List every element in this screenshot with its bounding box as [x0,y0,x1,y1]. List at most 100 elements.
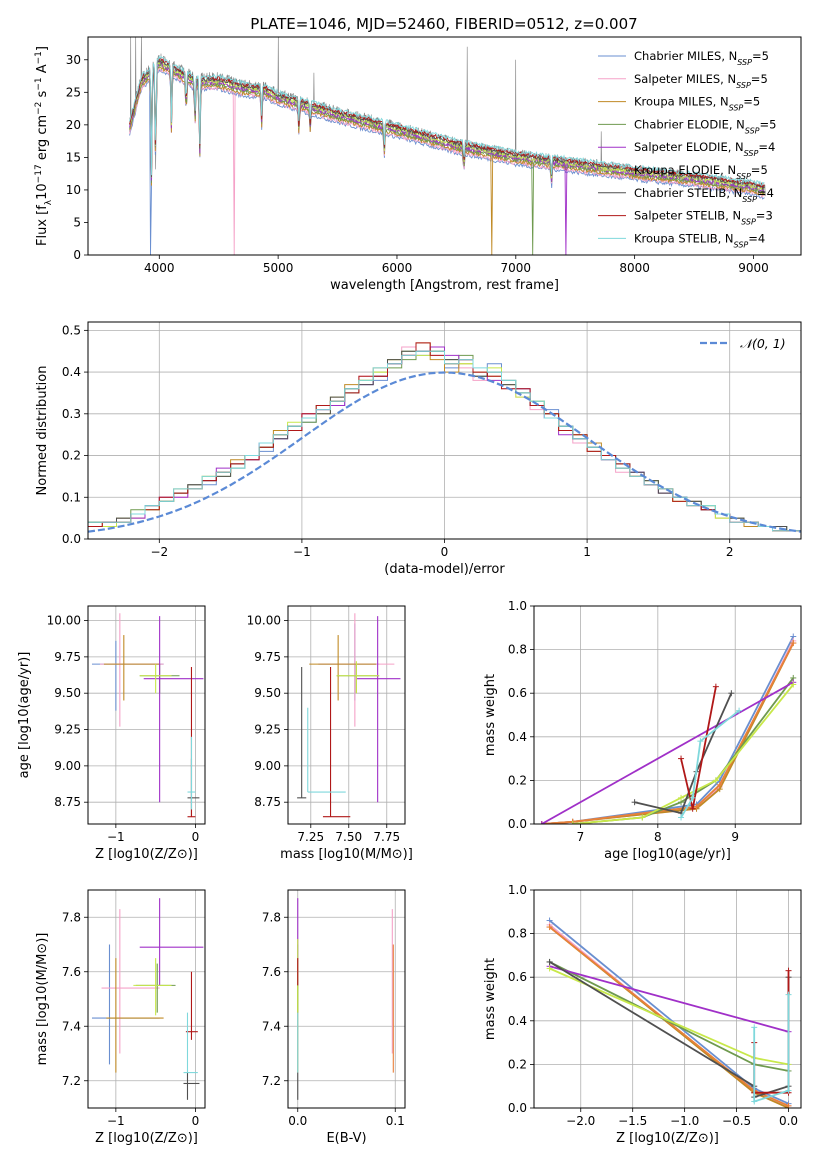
y-axis-label-part: −1 [34,51,44,64]
x-tick-label: −2 [150,545,168,559]
x-tick-label: 2 [726,545,734,559]
legend-n-value: 5 [760,163,767,177]
y-tick-label: 0.0 [62,532,81,546]
y-tick-label: 7.2 [62,1074,81,1088]
legend-label: Chabrier MILES [634,49,721,63]
y-axis-label: mass [log10(M/M⊙)] [35,933,50,1066]
x-tick-label: 0.1 [386,1114,405,1128]
y-axis-label-part: −17 [34,164,44,183]
y-tick-label: 7.8 [62,910,81,924]
y-tick-label: 8.75 [254,795,281,809]
legend-entry-6: Chabrier STELIB, NSSP=4 [634,186,774,204]
plot-area [546,917,792,1108]
x-tick-label: 1 [583,545,591,559]
y-tick-label: 0.4 [508,1014,527,1028]
y-tick-label: 0.2 [508,1057,527,1071]
legend-n-sub: SSP [736,80,751,89]
legend-n-sub: SSP [736,172,751,181]
y-axis-label-part: 10 [35,183,50,200]
y-tick-label: 0.0 [508,817,527,831]
plot-area [129,37,766,255]
legend-label: Chabrier ELODIE [634,117,729,131]
legend-gaussian-label: 𝒩(0, 1) [740,336,786,351]
y-tick-label: 0.2 [62,449,81,463]
legend-n-prefix: , N [728,140,744,154]
spectrum-model-line-8 [129,55,765,186]
legend-n-value: 5 [769,117,776,131]
y-tick-label: 0.8 [508,927,527,941]
legend-n-value: 5 [760,72,767,86]
y-tick-label: 8.75 [54,795,81,809]
x-axis-label: age [log10(age/yr)] [604,847,731,862]
y-tick-label: 0.6 [508,970,527,984]
x-axis-label: Z [log10(Z/Z⊙)] [95,847,198,862]
legend-entry-0: Chabrier MILES, NSSP=5 [634,49,769,67]
legend-n-prefix: , N [718,231,734,245]
spectrum-model-line-1 [129,67,765,255]
x-tick-label: 8 [654,830,662,844]
panel-mass-vs-Z: −1 0 7.2 7.4 7.6 7.8 Z [log10(Z/Z⊙)] mass [log1… [35,889,206,1146]
panel-mass-vs-EBV: 0.0 0.1 7.2 7.4 7.6 7.8 E(B-V) [262,889,406,1146]
y-tick-label: 20 [66,118,81,132]
y-axis-label-part: λ [44,199,54,205]
legend-n-eq: = [751,72,761,86]
spectrum-model-line-2 [129,65,766,255]
x-tick-label: −1.5 [618,1114,647,1128]
y-axis-label: Normed distribution [35,366,50,496]
y-tick-label: 0.6 [508,686,527,700]
legend-n-eq: = [758,140,768,154]
x-tick-label: 6000 [382,261,413,275]
axes-frame [87,605,206,825]
panels: 4000 5000 6000 7000 8000 9000051015202530wave… [17,36,802,1146]
legend-label: Salpeter MILES [634,72,720,86]
panel-residuals: −2 −1 0 1 2 0.0 0.1 0.2 0.3 0.4 0.5 (data-model)/er… [35,321,802,577]
gaussian-curve [88,371,801,533]
x-tick-label: −1 [107,830,125,844]
y-axis-label-part: −2 [34,102,44,115]
legend-label: Salpeter STELIB [634,209,725,223]
y-axis-label-part: A [35,64,50,77]
y-tick-label: 1.0 [508,599,527,613]
legend-label: Chabrier STELIB [634,186,726,200]
legend-label: Salpeter ELODIE [634,140,728,154]
legend-n-eq: = [751,163,761,177]
spectrum-model-line-5 [129,59,765,191]
panel-mass-weight-vs-age: 7 8 9 0.0 0.2 0.4 0.6 0.8 1.0 age [log10(age/yr)]… [483,599,802,862]
legend-n-prefix: , N [729,117,745,131]
legend-n-value: 5 [753,95,760,109]
axes-frame [533,605,802,825]
legend-n-prefix: , N [721,49,737,63]
y-axis-label: mass weight [483,674,498,756]
x-tick-label: −2.0 [566,1114,595,1128]
plot-area [88,342,801,533]
x-tick-label: 0 [441,545,449,559]
legend-n-eq: = [760,117,770,131]
y-axis-label: age [log10(age/yr)] [17,652,32,779]
legend-n-prefix: , N [720,72,736,86]
y-tick-label: 7.6 [262,965,281,979]
y-tick-label: 7.4 [62,1019,81,1033]
y-axis-label-part: s [35,90,50,101]
x-axis-label: Z [log10(Z/Z⊙)] [95,1131,198,1146]
legend-n-value: 4 [768,140,775,154]
x-tick-label: 0.0 [288,1114,307,1128]
y-axis-label-part: ] [35,46,50,51]
panel-spectrum: 4000 5000 6000 7000 8000 9000 0 5 10 15 20 25 30 wave… [34,36,802,293]
y-tick-label: 10 [66,183,81,197]
axes-frame [533,889,802,1109]
x-tick-label: 9 [731,830,739,844]
legend-entry-5: Kroupa ELODIE, NSSP=5 [634,163,768,181]
y-tick-label: 7.2 [262,1074,281,1088]
legend-n-prefix: , N [713,95,729,109]
legend-n-prefix: , N [726,186,742,200]
legend-n-value: 3 [765,209,772,223]
x-tick-label: −0.5 [722,1114,751,1128]
y-tick-label: 25 [66,85,81,99]
y-axis-label-part: −1 [34,77,44,90]
weight-line-9 [753,994,790,1103]
y-tick-label: 0.5 [62,323,81,337]
legend-entry-1: Salpeter MILES, NSSP=5 [634,72,768,90]
legend-n-eq: = [743,95,753,109]
legend-n-sub: SSP [742,194,757,203]
